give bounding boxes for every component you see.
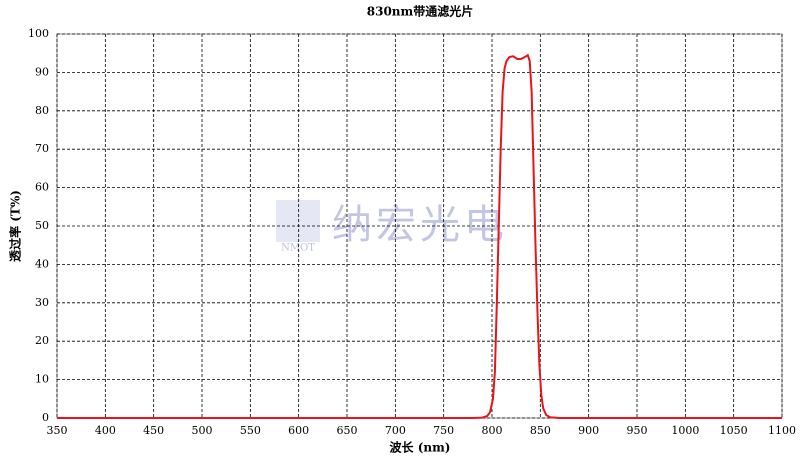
y-tick-label: 100 [28, 27, 49, 40]
watermark-text: 纳宏光电 [332, 202, 508, 248]
x-tick-label: 950 [627, 424, 648, 437]
x-tick-label: 400 [95, 424, 116, 437]
x-tick-label: 350 [47, 424, 68, 437]
x-tick-label: 650 [337, 424, 358, 437]
y-tick-label: 50 [35, 219, 49, 232]
y-tick-label: 30 [35, 296, 49, 309]
watermark: NMOT 纳宏光电 [276, 200, 508, 254]
y-tick-label: 70 [35, 142, 49, 155]
x-tick-label: 1000 [671, 424, 699, 437]
x-tick-label: 500 [192, 424, 213, 437]
x-tick-label: 1100 [768, 424, 796, 437]
x-tick-label: 1050 [720, 424, 748, 437]
y-tick-label: 80 [35, 104, 49, 117]
x-tick-label: 600 [288, 424, 309, 437]
x-tick-label: 700 [385, 424, 406, 437]
x-tick-label: 550 [240, 424, 261, 437]
x-tick-label: 800 [482, 424, 503, 437]
x-tick-label: 450 [143, 424, 164, 437]
chart-title: 830nm带通滤光片 [367, 4, 473, 19]
x-tick-label: 900 [578, 424, 599, 437]
y-tick-label: 20 [35, 334, 49, 347]
y-tick-label: 0 [42, 411, 49, 424]
x-tick-label: 850 [530, 424, 551, 437]
y-tick-label: 40 [35, 257, 49, 270]
y-axis-label: 透过率 (T%) [8, 190, 23, 262]
y-tick-label: 10 [35, 373, 49, 386]
watermark-logo: NMOT [281, 243, 315, 254]
watermark-logo-box [276, 200, 320, 242]
y-tick-label: 60 [35, 181, 49, 194]
y-tick-label: 90 [35, 65, 49, 78]
series-line [57, 53, 782, 419]
x-tick-label: 750 [433, 424, 454, 437]
x-axis-label: 波长 (nm) [390, 440, 451, 455]
